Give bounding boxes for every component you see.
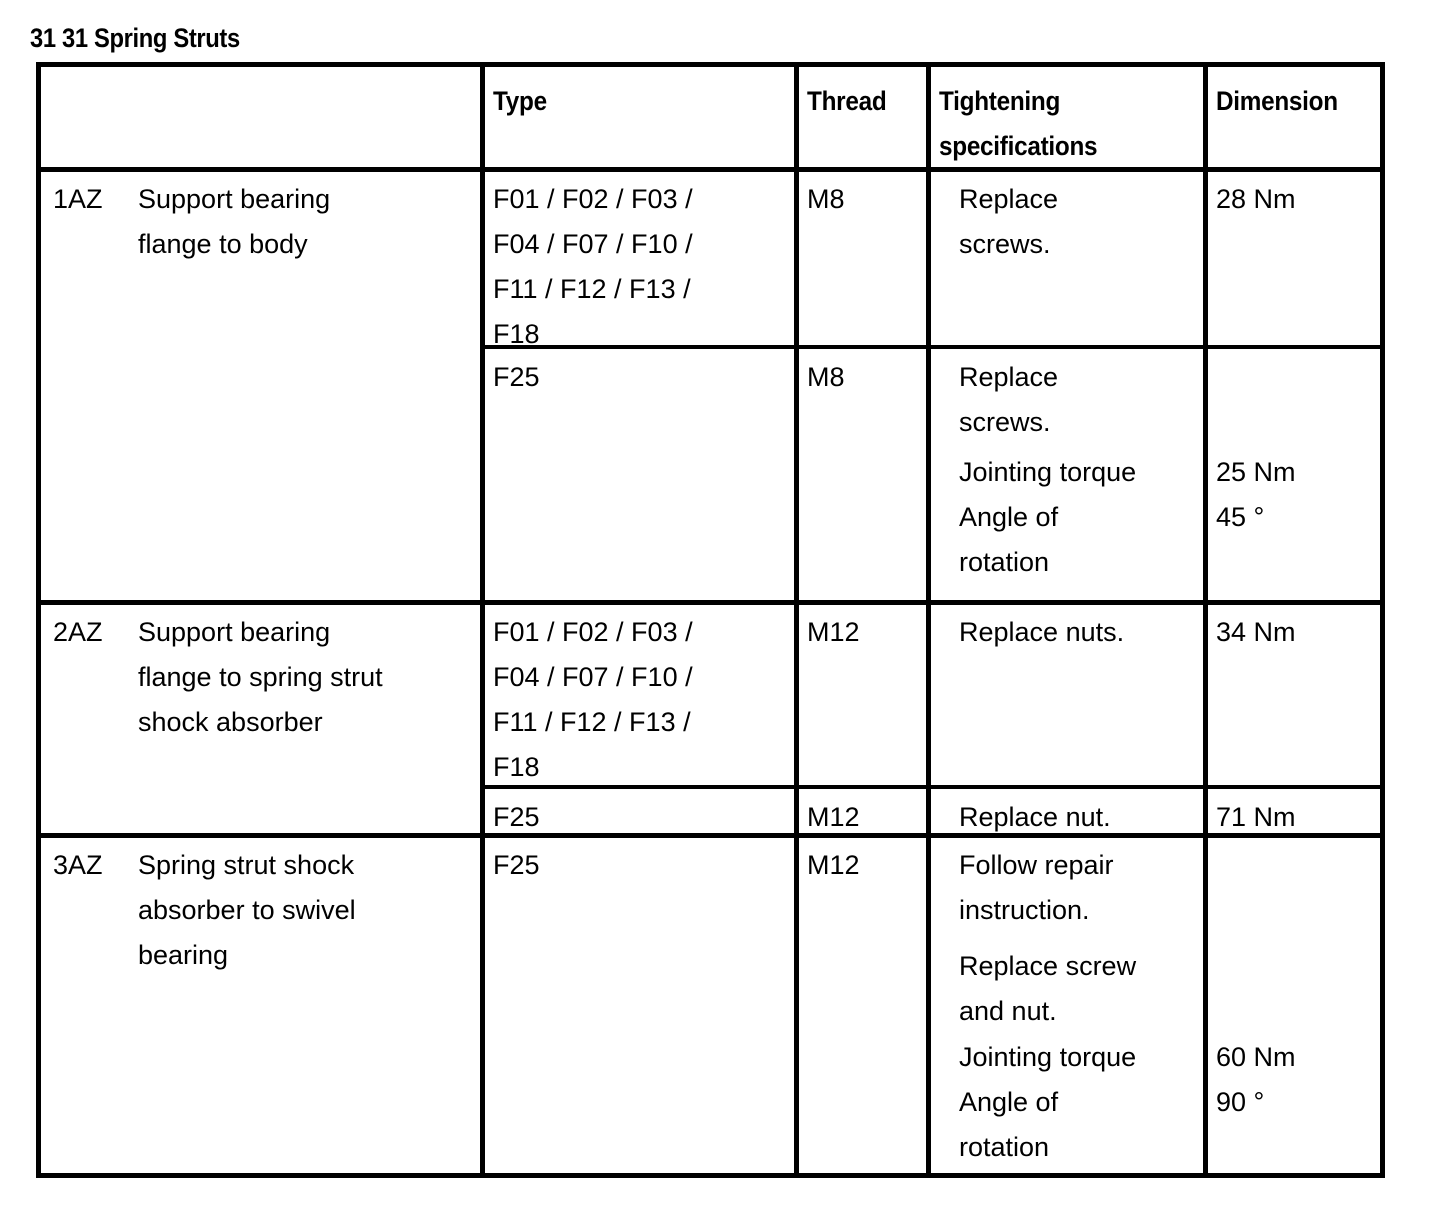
cell-tightening-1az-b-2: Jointing torque Angle of rotation (959, 457, 1137, 577)
row-id-2az: 2AZ (53, 617, 103, 647)
cell-tightening-2az-a: Replace nuts. (959, 617, 1125, 647)
row-divider-2az-subrow (480, 785, 1385, 789)
header-dimension: Dimension (1216, 86, 1338, 116)
cell-dimension-1az-b: 25 Nm 45 ° (1216, 457, 1296, 532)
cell-thread-2az-a: M12 (807, 617, 860, 647)
cell-dimension-3az: 60 Nm 90 ° (1216, 1042, 1296, 1117)
header-type: Type (493, 86, 547, 116)
page-title: 31 31 Spring Struts (30, 23, 240, 53)
column-divider-group-type (480, 67, 485, 1173)
cell-tightening-1az-b: Replace screws. (959, 362, 1059, 437)
cell-tightening-3az-1: Follow repair instruction. (959, 850, 1114, 925)
row-description-1az: Support bearing flange to body (138, 184, 331, 259)
row-divider-1az-end (36, 600, 1385, 605)
cell-type-2az-b: F25 (493, 802, 540, 832)
cell-type-1az-a: F01 / F02 / F03 / F04 / F07 / F10 / F11 … (493, 184, 693, 349)
column-divider-tightening-dimension (1203, 67, 1208, 1173)
cell-dimension-1az-a: 28 Nm (1216, 184, 1296, 214)
cell-thread-1az-b: M8 (807, 362, 845, 392)
row-description-3az: Spring strut shock absorber to swivel be… (138, 850, 356, 970)
cell-type-3az: F25 (493, 850, 540, 880)
row-divider-header (36, 167, 1385, 172)
header-thread: Thread (807, 86, 887, 116)
cell-tightening-2az-b: Replace nut. (959, 802, 1111, 832)
cell-thread-3az: M12 (807, 850, 860, 880)
column-divider-type-thread (794, 67, 799, 1173)
row-description-2az: Support bearing flange to spring strut s… (138, 617, 383, 737)
cell-dimension-2az-a: 34 Nm (1216, 617, 1296, 647)
cell-tightening-1az-a: Replace screws. (959, 184, 1059, 259)
cell-type-1az-b: F25 (493, 362, 540, 392)
cell-thread-2az-b: M12 (807, 802, 860, 832)
row-divider-2az-end (36, 833, 1385, 838)
column-divider-thread-tightening (926, 67, 931, 1173)
row-id-3az: 3AZ (53, 850, 103, 880)
cell-tightening-3az-2: Replace screw and nut. (959, 951, 1137, 1026)
cell-tightening-3az-3: Jointing torque Angle of rotation (959, 1042, 1137, 1162)
cell-type-2az-a: F01 / F02 / F03 / F04 / F07 / F10 / F11 … (493, 617, 693, 782)
row-id-1az: 1AZ (53, 184, 103, 214)
row-divider-1az-subrow (480, 345, 1385, 349)
header-tightening: Tightening specifications (939, 86, 1098, 161)
cell-dimension-2az-b: 71 Nm (1216, 802, 1296, 832)
cell-thread-1az-a: M8 (807, 184, 845, 214)
spring-struts-spec-table: Type Thread Tightening specifications Di… (36, 62, 1385, 1178)
